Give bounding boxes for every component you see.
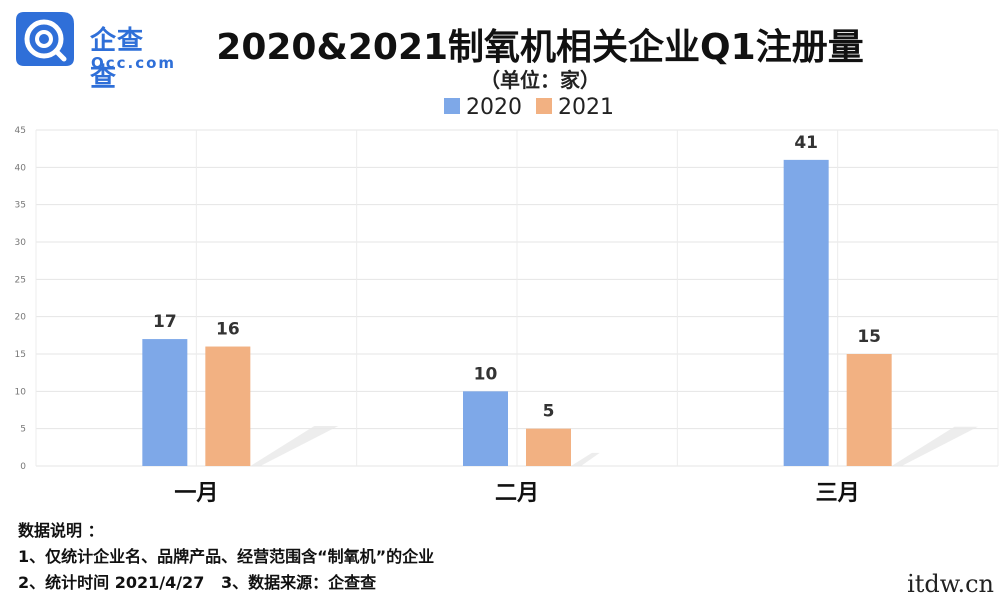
y-tick-label: 25 [15,275,26,285]
x-tick-label: 一月 [174,481,218,506]
bar-2021-2 [846,354,892,466]
chart-title: 2020&2021制氧机相关企业Q1注册量 [216,27,864,68]
data-label: 10 [474,364,498,384]
y-tick-label: 35 [15,201,26,211]
logo-text-cn: 企查查 [90,26,145,93]
y-axis: 0 5 10 15 20 25 30 35 40 45 [15,126,27,472]
bar-shadow [250,426,339,466]
bar-2021-0 [205,346,251,466]
bars: 17 16 10 5 41 15 [142,133,892,466]
y-tick-label: 15 [15,350,26,360]
legend-swatch-2021 [536,98,552,114]
data-label: 41 [794,133,818,153]
y-tick-label: 45 [15,126,26,136]
bar-shadows [250,426,978,466]
bar-2020-2 [783,159,829,466]
x-tick-label: 三月 [816,481,860,506]
notes-line-2: 2、统计时间 2021/4/27 3、数据来源：企查查 [18,573,377,592]
qcc-logo: 企查查 Qcc.com [14,8,174,93]
qcc-logo-icon [16,12,74,66]
notes-heading: 数据说明 ： [18,521,104,540]
watermark: itdw.cn [907,570,994,598]
legend: 2020 2021 [444,95,614,120]
logo-text-en: Qcc.com [91,54,177,72]
chart-unit: （单位：家） [480,68,600,92]
chart-grid [35,129,999,467]
x-axis: 一月 二月 三月 [174,481,859,506]
legend-label-2020: 2020 [466,95,522,120]
legend-label-2021: 2021 [558,95,614,120]
data-label: 15 [857,327,881,347]
y-tick-label: 30 [15,238,27,248]
bar-2020-0 [142,339,188,466]
y-tick-label: 5 [20,425,26,435]
bar-shadow [891,426,978,466]
x-tick-label: 二月 [495,481,539,506]
notes-line-1: 1、仅统计企业名、品牌产品、经营范围含“制氧机”的企业 [18,547,435,566]
bar-2020-1 [463,391,508,466]
data-label: 16 [216,320,240,340]
y-tick-label: 10 [15,387,27,397]
data-label: 5 [543,402,555,422]
data-notes: 数据说明 ： 1、仅统计企业名、品牌产品、经营范围含“制氧机”的企业 2、统计时… [18,518,434,596]
y-tick-label: 40 [15,163,27,173]
legend-swatch-2020 [444,98,460,114]
data-label: 17 [153,312,177,332]
y-tick-label: 0 [20,462,26,472]
bar-shadow [571,452,600,466]
y-tick-label: 20 [15,313,27,323]
bar-2021-1 [526,428,571,466]
